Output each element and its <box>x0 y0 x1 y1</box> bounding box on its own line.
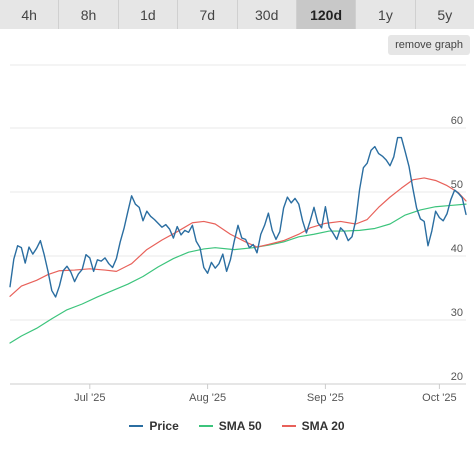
y-tick-label: 30 <box>451 307 463 319</box>
range-tab-5y[interactable]: 5y <box>415 0 474 29</box>
legend-swatch <box>198 425 213 427</box>
range-tab-8h[interactable]: 8h <box>59 0 119 29</box>
series-line-sma-50 <box>9 203 467 344</box>
x-tick-label: Oct '25 <box>422 392 457 404</box>
range-tab-1d[interactable]: 1d <box>118 0 179 29</box>
y-tick-label: 60 <box>451 115 463 127</box>
y-tick-label: 40 <box>451 243 463 255</box>
remove-graph-button[interactable]: remove graph <box>388 35 470 55</box>
chart-legend: Price SMA 50 SMA 20 <box>0 419 474 433</box>
legend-item-sma-50[interactable]: SMA 50 <box>198 419 262 433</box>
x-tick-label: Aug '25 <box>189 392 226 404</box>
legend-swatch <box>281 425 296 427</box>
x-tick-label: Sep '25 <box>307 392 344 404</box>
series-line-price <box>9 136 467 298</box>
x-tick-label: Jul '25 <box>74 392 105 404</box>
legend-label: SMA 20 <box>301 419 345 433</box>
legend-item-sma-20[interactable]: SMA 20 <box>281 419 345 433</box>
range-tab-7d[interactable]: 7d <box>178 0 238 29</box>
y-tick-label: 20 <box>451 371 463 383</box>
legend-label: Price <box>149 419 179 433</box>
legend-label: SMA 50 <box>218 419 262 433</box>
series-line-sma-20 <box>9 177 467 297</box>
y-tick-label: 50 <box>451 179 463 191</box>
legend-swatch <box>129 425 144 427</box>
range-tab-1y[interactable]: 1y <box>356 0 416 29</box>
range-tab-4h[interactable]: 4h <box>0 0 60 29</box>
range-selector: 4h 8h 1d 7d 30d 120d 1y 5y <box>0 0 474 29</box>
range-tab-30d[interactable]: 30d <box>237 0 297 29</box>
legend-item-price[interactable]: Price <box>129 419 179 433</box>
range-tab-120d[interactable]: 120d <box>296 0 357 29</box>
